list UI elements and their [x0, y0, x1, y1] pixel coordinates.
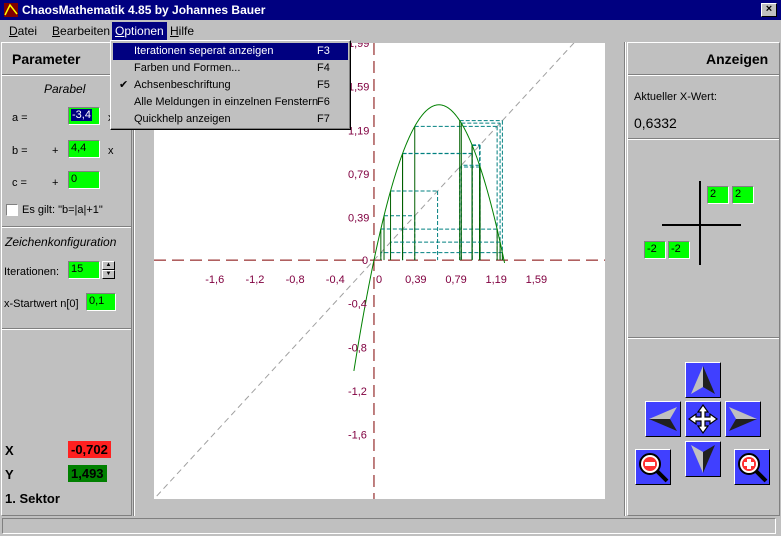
- menu-bearbeiten[interactable]: Bearbeiten: [52, 24, 111, 38]
- pan-up-button[interactable]: [685, 362, 721, 398]
- c-input[interactable]: 0: [68, 171, 100, 189]
- divider: [628, 138, 779, 140]
- range-x-min-input[interactable]: -2: [644, 241, 666, 259]
- startwert-label: x-Startwert n[0]: [4, 298, 79, 310]
- menu-item-iterationen-seperat[interactable]: Iterationen seperat anzeigen F3: [113, 43, 348, 60]
- c-plus: +: [52, 177, 59, 189]
- x-tick-label: -1,2: [245, 274, 264, 286]
- arrow-down-icon: [686, 442, 720, 476]
- x-tick-label: 1,59: [526, 274, 547, 286]
- menu-item-quickhelp[interactable]: Quickhelp anzeigen F7: [134, 113, 330, 125]
- divider: [628, 74, 779, 76]
- x-tick-label: -0,8: [286, 274, 305, 286]
- pan-left-button[interactable]: [645, 401, 681, 437]
- startwert-input[interactable]: 0,1: [86, 293, 116, 311]
- move-cross-icon: [686, 402, 720, 436]
- b-input[interactable]: 4,4: [68, 140, 100, 158]
- y-tick-label: -0,4: [348, 299, 367, 311]
- close-button[interactable]: ×: [761, 3, 777, 17]
- status-field: [2, 518, 776, 534]
- y-tick-label: -0,8: [348, 342, 367, 354]
- range-y-min-input[interactable]: -2: [668, 241, 690, 259]
- divider: [2, 226, 131, 228]
- iterationen-label: Iterationen:: [4, 266, 60, 278]
- menu-item-achsenbeschriftung[interactable]: ✔ Achsenbeschriftung F5: [113, 77, 348, 94]
- a-label: a =: [12, 112, 28, 124]
- divider: [2, 328, 131, 330]
- iterationen-up-button[interactable]: ▲: [102, 261, 115, 270]
- y-tick-label: -1,6: [348, 430, 367, 442]
- x-tick-label: 0: [376, 274, 382, 286]
- optionen-menu: Iterationen seperat anzeigen F3 Farben un…: [110, 40, 351, 130]
- title-bar: ChaosMathematik 4.85 by Johannes Bauer ×: [0, 0, 781, 20]
- divider: [628, 337, 779, 339]
- c-label: c =: [12, 177, 27, 189]
- zeichen-title: Zeichenkonfiguration: [5, 235, 117, 249]
- y-tick-label: 0,79: [348, 169, 369, 181]
- window-title: ChaosMathematik 4.85 by Johannes Bauer: [22, 3, 266, 17]
- divider: [2, 74, 131, 76]
- y-tick-label: 1,59: [348, 82, 369, 94]
- menu-item-alle-meldungen[interactable]: Alle Meldungen in einzelnen Fenstern F6: [134, 96, 330, 108]
- x-tick-label: -0,4: [326, 274, 345, 286]
- es-gilt-checkbox[interactable]: [6, 204, 18, 216]
- anzeigen-panel: Anzeigen Aktueller X-Wert: 0,6332 2 2 -2…: [627, 42, 780, 516]
- arrow-left-icon: [646, 402, 680, 436]
- b-plus: +: [52, 145, 59, 157]
- function-graph: -1,6 -1,2 -0,8 -0,4 0 0,39 0,79 1,19 1,59 1,99 1,5…: [154, 43, 605, 499]
- parabel-title: Parabel: [44, 82, 86, 96]
- menu-item-farben-formen[interactable]: Farben und Formen... F4: [134, 62, 330, 74]
- pan-right-button[interactable]: [725, 401, 761, 437]
- b-label: b =: [12, 145, 28, 157]
- anzeigen-header: Anzeigen: [706, 51, 769, 67]
- aktueller-x-label: Aktueller X-Wert:: [634, 91, 717, 103]
- menu-datei[interactable]: Datei: [9, 24, 38, 38]
- x-tick-label: 1,19: [486, 274, 507, 286]
- range-cross-vertical: [699, 181, 701, 265]
- x-tick-label: 0,79: [445, 274, 466, 286]
- es-gilt-label: Es gilt: "b=|a|+1": [22, 204, 103, 216]
- divider: [133, 42, 135, 516]
- y-tick-label: 0: [362, 255, 368, 267]
- aktueller-x-value: 0,6332: [634, 115, 677, 131]
- y-result-value: 1,493: [68, 465, 107, 482]
- menu-bar: Datei Bearbeiten Optionen Hilfe: [0, 20, 781, 41]
- pan-down-button[interactable]: [685, 441, 721, 477]
- range-cross-horizontal: [662, 224, 741, 226]
- app-icon: [4, 3, 18, 17]
- divider: [624, 42, 626, 516]
- zoom-out-button[interactable]: [635, 449, 671, 485]
- range-y-max-input[interactable]: 2: [707, 186, 729, 204]
- y-tick-label: 1,19: [348, 125, 369, 137]
- x-tick-label: -1,6: [205, 274, 224, 286]
- arrow-up-icon: [686, 363, 720, 397]
- menu-optionen[interactable]: Optionen: [112, 22, 167, 40]
- parabola-curve: [353, 104, 506, 372]
- iterationen-input[interactable]: 15: [68, 261, 100, 279]
- x-result-label: X: [5, 443, 14, 458]
- check-icon: ✔: [119, 79, 129, 91]
- parameter-header: Parameter: [12, 51, 81, 67]
- x-result-value: -0,702: [68, 441, 111, 458]
- parameter-panel: Parameter Parabel a = -3,4 b = + 4,4 x c…: [1, 42, 132, 516]
- y-tick-label: 1,99: [348, 43, 369, 50]
- zoom-in-icon: [735, 450, 769, 484]
- y-result-label: Y: [5, 467, 14, 482]
- menu-hilfe[interactable]: Hilfe: [170, 24, 195, 38]
- range-x-max-input[interactable]: 2: [732, 186, 754, 204]
- x-tick-label: 0,39: [405, 274, 426, 286]
- zoom-out-icon: [636, 450, 670, 484]
- iterationen-down-button[interactable]: ▼: [102, 270, 115, 279]
- arrow-right-icon: [726, 402, 760, 436]
- a-input[interactable]: -3,4: [68, 107, 100, 125]
- b-suffix: x: [108, 145, 114, 157]
- pan-center-button[interactable]: [685, 401, 721, 437]
- y-tick-label: -1,2: [348, 386, 367, 398]
- zoom-in-button[interactable]: [734, 449, 770, 485]
- status-bar: [0, 517, 781, 536]
- y-tick-label: 0,39: [348, 213, 369, 225]
- sektor-label: 1. Sektor: [5, 491, 60, 506]
